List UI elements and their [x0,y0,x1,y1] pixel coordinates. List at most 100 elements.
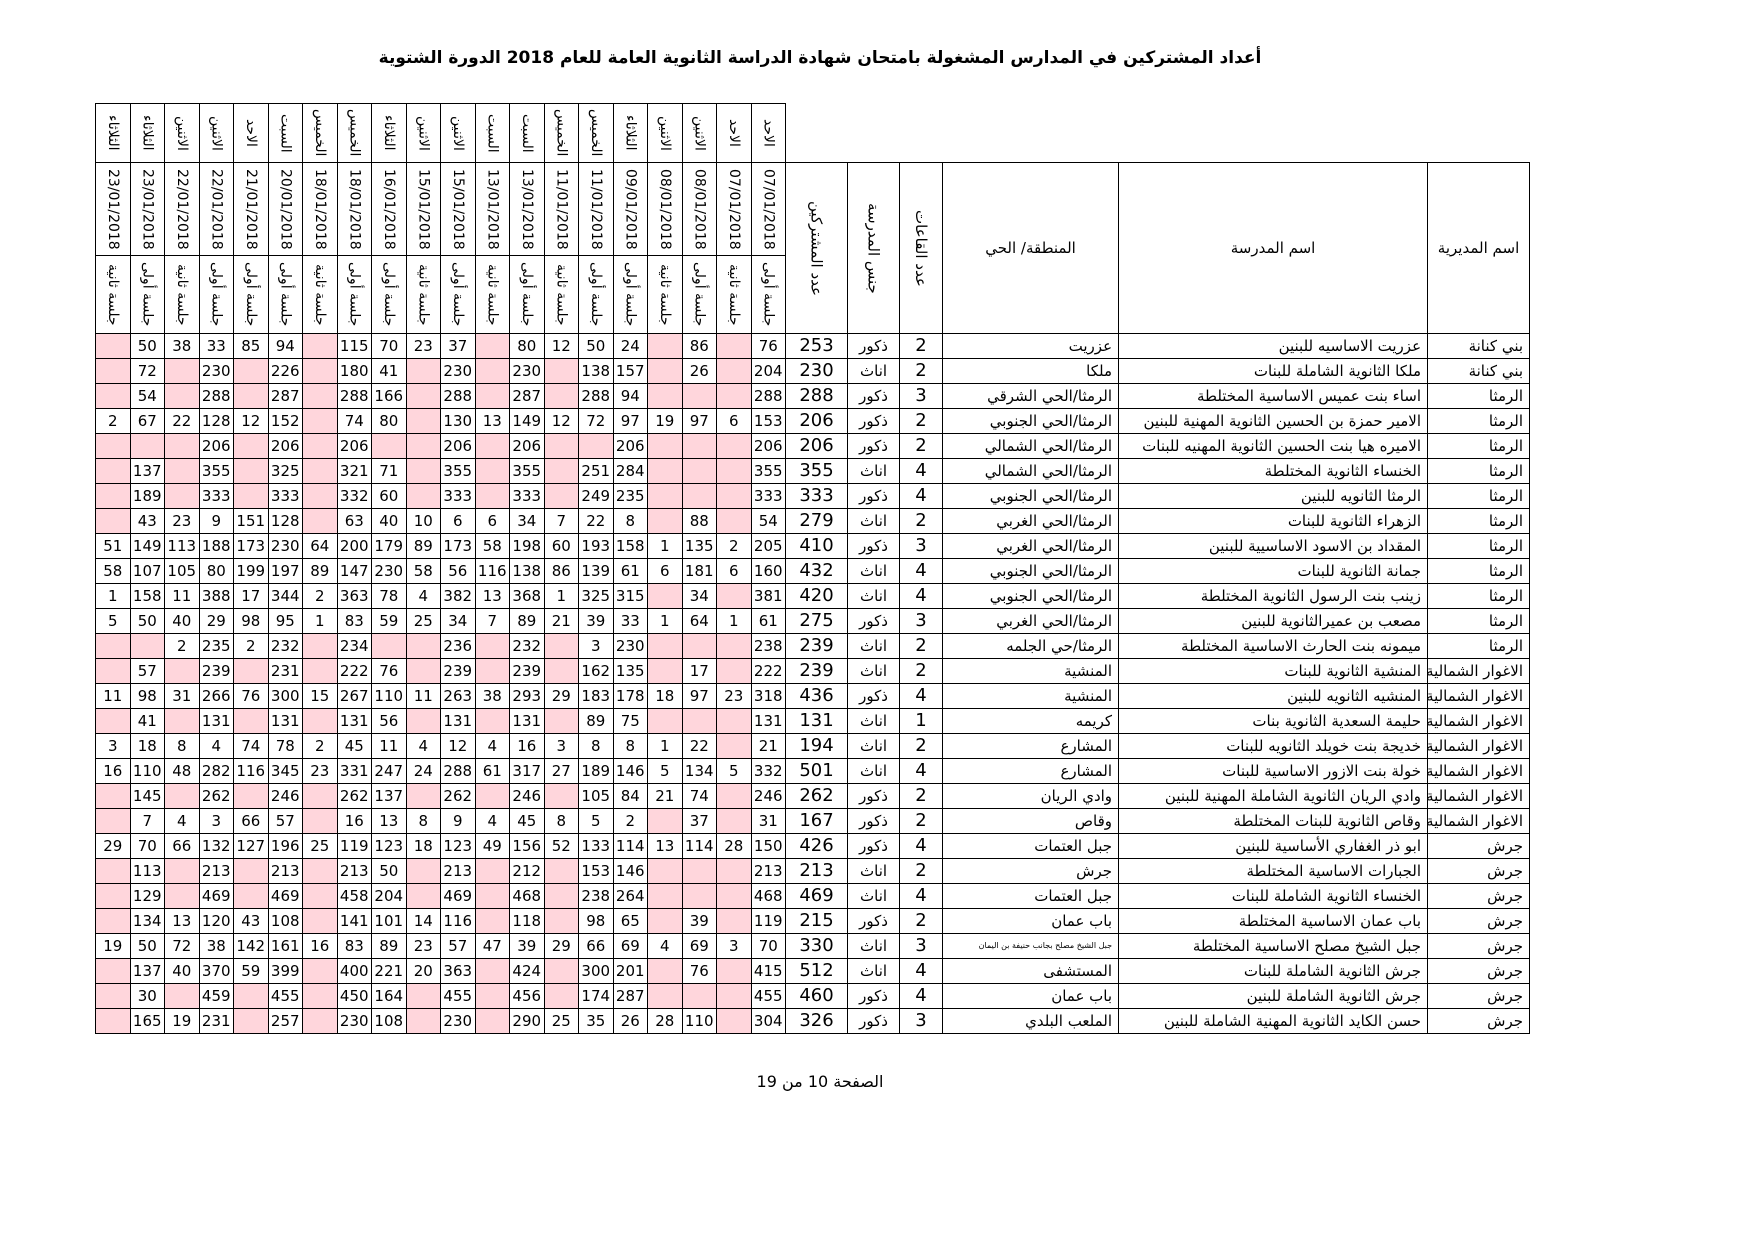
empty-cell [95,508,131,534]
empty-cell [647,883,683,909]
table-cell: 206 [612,433,648,459]
table-cell: 266 [198,683,234,709]
session-header: جلسة ثانية [164,255,200,334]
table-cell: 108 [267,908,303,934]
table-cell: 119 [336,833,372,859]
session-header: جلسة أولى [129,255,165,334]
table-cell: 7 [474,608,510,634]
table-cell: 246 [509,783,545,809]
table-cell: 33 [612,608,648,634]
table-cell: 13 [164,908,200,934]
table-cell: 183 [578,683,614,709]
date-header: 08/01/2018 [647,162,683,256]
table-cell: 80 [509,333,545,359]
empty-cell [474,433,510,459]
table-cell: 146 [612,758,648,784]
table-cell: 89 [578,708,614,734]
table-cell: الاغوار الشمالية [1427,733,1531,759]
table-row: الرمثا ميمونه بنت الحارث الاساسية المختلط… [95,633,1531,659]
table-cell: 204 [750,358,786,384]
table-cell: 4 [899,558,944,584]
empty-cell [95,433,131,459]
empty-cell [474,333,510,359]
table-cell: ذكور [847,433,901,459]
day-header: الثلاثاء [371,103,407,163]
table-cell: 61 [612,558,648,584]
table-cell: 282 [198,758,234,784]
table-row: جرش الجبارات الاساسية المختلطة جرش 2 اناث 213… [95,858,1531,884]
table-cell: 131 [440,708,476,734]
table-cell: الرمثا/الحي الجنوبي [942,408,1120,434]
empty-cell [302,908,338,934]
header-row: اسم المديرية اسم المدرسة المنطقة/ الحي عدد … [95,162,1531,334]
table-cell: 41 [129,708,165,734]
table-cell: ميمونه بنت الحارث الاساسية المختلطة [1118,633,1429,659]
empty-cell [164,708,200,734]
empty-cell [474,458,510,484]
table-row: الاغوار الشمالية خديجة بنت خويلد الثانويه… [95,733,1531,759]
empty-cell [302,983,338,1009]
table-cell: ذكور [847,908,901,934]
table-cell: 332 [750,758,786,784]
table-cell: 94 [267,333,303,359]
empty-cell [95,958,131,984]
day-header: الخميس [336,103,372,163]
table-cell: 16 [95,758,131,784]
table-cell: 29 [95,833,131,859]
table-cell: 4 [899,683,944,709]
table-cell: اناث [847,883,901,909]
table-cell: 8 [578,733,614,759]
table-cell: 232 [509,633,545,659]
table-cell: 83 [336,608,372,634]
table-cell: 355 [750,458,786,484]
table-cell: 333 [440,483,476,509]
day-header: الاثنين [164,103,200,163]
day-header: الاثنين [647,103,683,163]
empty-cell [716,733,752,759]
day-header: الثلاثاء [612,103,648,163]
table-row: الرمثا الامير حمزة بن الحسين الثانوية الم… [95,408,1531,434]
empty-cell [302,858,338,884]
table-cell: 3 [899,1008,944,1034]
table-cell: وقاص الثانوية للبنات المختلطة [1118,808,1429,834]
table-cell: 206 [440,433,476,459]
table-cell: 381 [750,583,786,609]
table-cell: 40 [371,508,407,534]
table-cell: عزريت الاساسيه للبنين [1118,333,1429,359]
empty-cell [647,583,683,609]
table-cell: 33 [198,333,234,359]
day-header: الخميس [543,103,579,163]
table-cell: الرمثا/الحي الجنوبي [942,583,1120,609]
table-cell: 333 [509,483,545,509]
empty-cell [681,708,717,734]
table-cell: 139 [578,558,614,584]
table-cell: 230 [198,358,234,384]
table-cell: 118 [509,908,545,934]
empty-cell [302,633,338,659]
table-cell: 249 [578,483,614,509]
table-cell: 23 [716,683,752,709]
table-cell: الرمثا [1427,608,1531,634]
table-cell: 388 [198,583,234,609]
empty-cell [543,458,579,484]
table-cell: 173 [233,533,269,559]
empty-cell [543,908,579,934]
table-cell: 13 [474,408,510,434]
table-cell: 26 [681,358,717,384]
date-header: 22/01/2018 [164,162,200,256]
table-cell: عزريت [942,333,1120,359]
header-row: جلسة أولى جلسة ثانية جلسة أولى جلسة ثانية جل… [95,255,1530,334]
table-cell: 8 [543,808,579,834]
table-cell: 21 [750,733,786,759]
table-cell: 19 [164,1008,200,1034]
table-cell: 455 [440,983,476,1009]
table-cell: 58 [474,533,510,559]
empty-cell [95,783,131,809]
empty-cell [474,708,510,734]
table-cell: 173 [440,533,476,559]
table-cell: 196 [267,833,303,859]
table-cell: 1 [647,533,683,559]
table-cell: 3 [716,933,752,959]
table-cell: 130 [440,408,476,434]
